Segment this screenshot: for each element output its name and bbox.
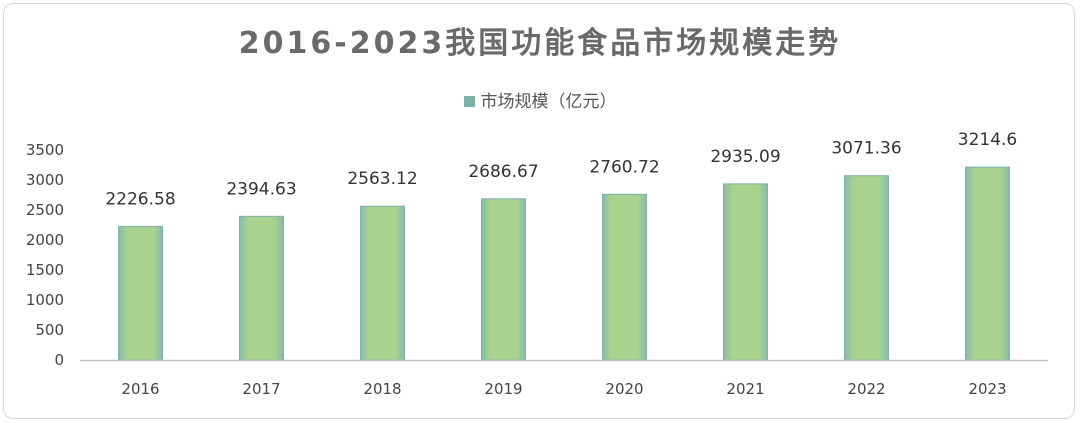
y-tick-label: 1000 xyxy=(26,291,64,309)
chart-frame xyxy=(3,3,1075,419)
x-tick-label: 2021 xyxy=(726,380,764,398)
bar xyxy=(844,175,889,361)
y-tick-label: 3000 xyxy=(26,171,64,189)
bar xyxy=(723,183,768,361)
x-tick-label: 2023 xyxy=(968,380,1006,398)
y-axis: 0 500 1000 1500 2000 2500 3000 3500 xyxy=(26,141,64,369)
data-label: 3214.6 xyxy=(958,130,1017,150)
data-label: 2226.58 xyxy=(105,189,175,209)
data-label: 3071.36 xyxy=(831,139,901,159)
bar xyxy=(360,205,405,361)
bar xyxy=(481,198,526,361)
legend: 市场规模（亿元） xyxy=(0,87,1080,112)
data-label: 2563.12 xyxy=(347,169,417,189)
x-tick-label: 2019 xyxy=(484,380,522,398)
x-tick-label: 2016 xyxy=(121,380,159,398)
bar xyxy=(602,193,647,361)
bar xyxy=(239,215,284,361)
data-label: 2686.67 xyxy=(468,162,538,182)
legend-swatch xyxy=(463,95,475,107)
y-tick-label: 2000 xyxy=(26,231,64,249)
x-axis: 2016 2017 2018 2019 2020 2021 2022 2023 xyxy=(121,380,1006,398)
data-label: 2760.72 xyxy=(589,157,659,177)
bar xyxy=(118,225,163,361)
data-labels: 2226.58 2394.63 2563.12 2686.67 2760.72 2935.… xyxy=(105,130,1017,209)
y-tick-label: 0 xyxy=(54,351,64,369)
y-tick-label: 500 xyxy=(35,321,64,339)
x-tick-label: 2018 xyxy=(363,380,401,398)
x-tick-label: 2022 xyxy=(847,380,885,398)
legend-label: 市场规模（亿元） xyxy=(480,92,617,112)
data-label: 2935.09 xyxy=(710,147,780,167)
y-tick-label: 3500 xyxy=(26,141,64,159)
x-tick-label: 2017 xyxy=(242,380,280,398)
bar xyxy=(965,166,1010,361)
y-tick-label: 2500 xyxy=(26,201,64,219)
x-tick-label: 2020 xyxy=(605,380,643,398)
y-tick-label: 1500 xyxy=(26,261,64,279)
data-label: 2394.63 xyxy=(226,179,296,199)
bar-series xyxy=(118,166,1010,361)
chart-title: 2016-2023我国功能食品市场规模走势 xyxy=(238,26,842,61)
